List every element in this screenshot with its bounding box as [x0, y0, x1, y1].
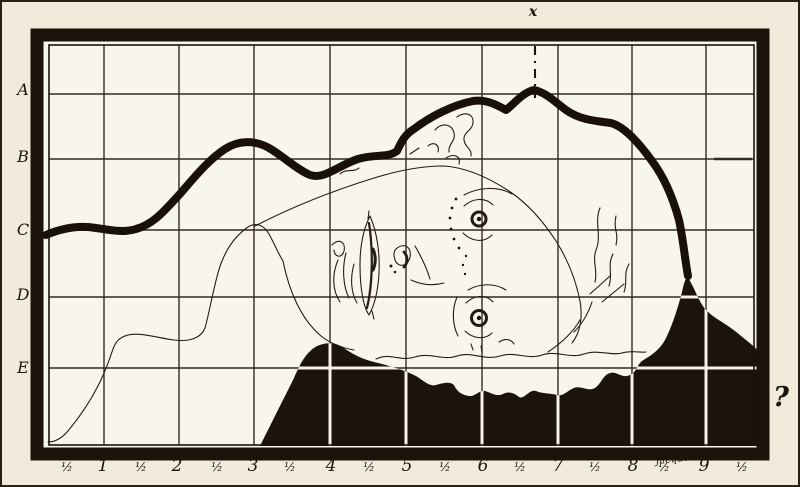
- dotted-arc: [448, 197, 468, 276]
- col-label-4: 4: [325, 456, 337, 476]
- col-label-3: 3: [247, 456, 259, 476]
- side-hair-strands: [589, 207, 630, 303]
- col-label-8: 8: [627, 456, 639, 476]
- col-label-9: 9: [698, 456, 710, 476]
- face-drawing: [47, 113, 647, 443]
- half-tick-label: ½: [514, 460, 526, 474]
- lips: [359, 215, 380, 316]
- half-tick-label: ½: [211, 460, 223, 474]
- col-label-7: 7: [552, 456, 564, 476]
- row-label-A: A: [17, 80, 29, 99]
- hair-contour: [42, 86, 692, 280]
- row-label-E: E: [17, 358, 29, 377]
- hair-strand: [47, 224, 284, 443]
- row-label-B: B: [17, 147, 29, 166]
- half-tick-label: ½: [589, 460, 601, 474]
- inner-frame: [48, 44, 755, 446]
- half-tick-label: ½: [439, 460, 451, 474]
- half-tick-label: ½: [658, 460, 670, 474]
- col-label-6: 6: [477, 456, 489, 476]
- hair-curls: [339, 113, 474, 175]
- half-tick-label: ½: [61, 460, 73, 474]
- eye-upper: [462, 187, 513, 241]
- half-tick-label: ½: [284, 460, 296, 474]
- question-mark: ?: [773, 382, 789, 413]
- outer-frame: [30, 28, 770, 461]
- half-tick-label: ½: [135, 460, 147, 474]
- row-label-D: D: [16, 285, 30, 304]
- nose: [393, 245, 411, 266]
- half-tick-label: ½: [736, 460, 748, 474]
- eye-lower: [452, 284, 515, 353]
- col-label-1: 1: [97, 456, 109, 476]
- row-label-C: C: [16, 220, 30, 239]
- top-x-mark: x: [528, 4, 538, 20]
- col-label-5: 5: [401, 456, 413, 476]
- col-label-2: 2: [171, 456, 183, 476]
- half-tick-label: ½: [363, 460, 375, 474]
